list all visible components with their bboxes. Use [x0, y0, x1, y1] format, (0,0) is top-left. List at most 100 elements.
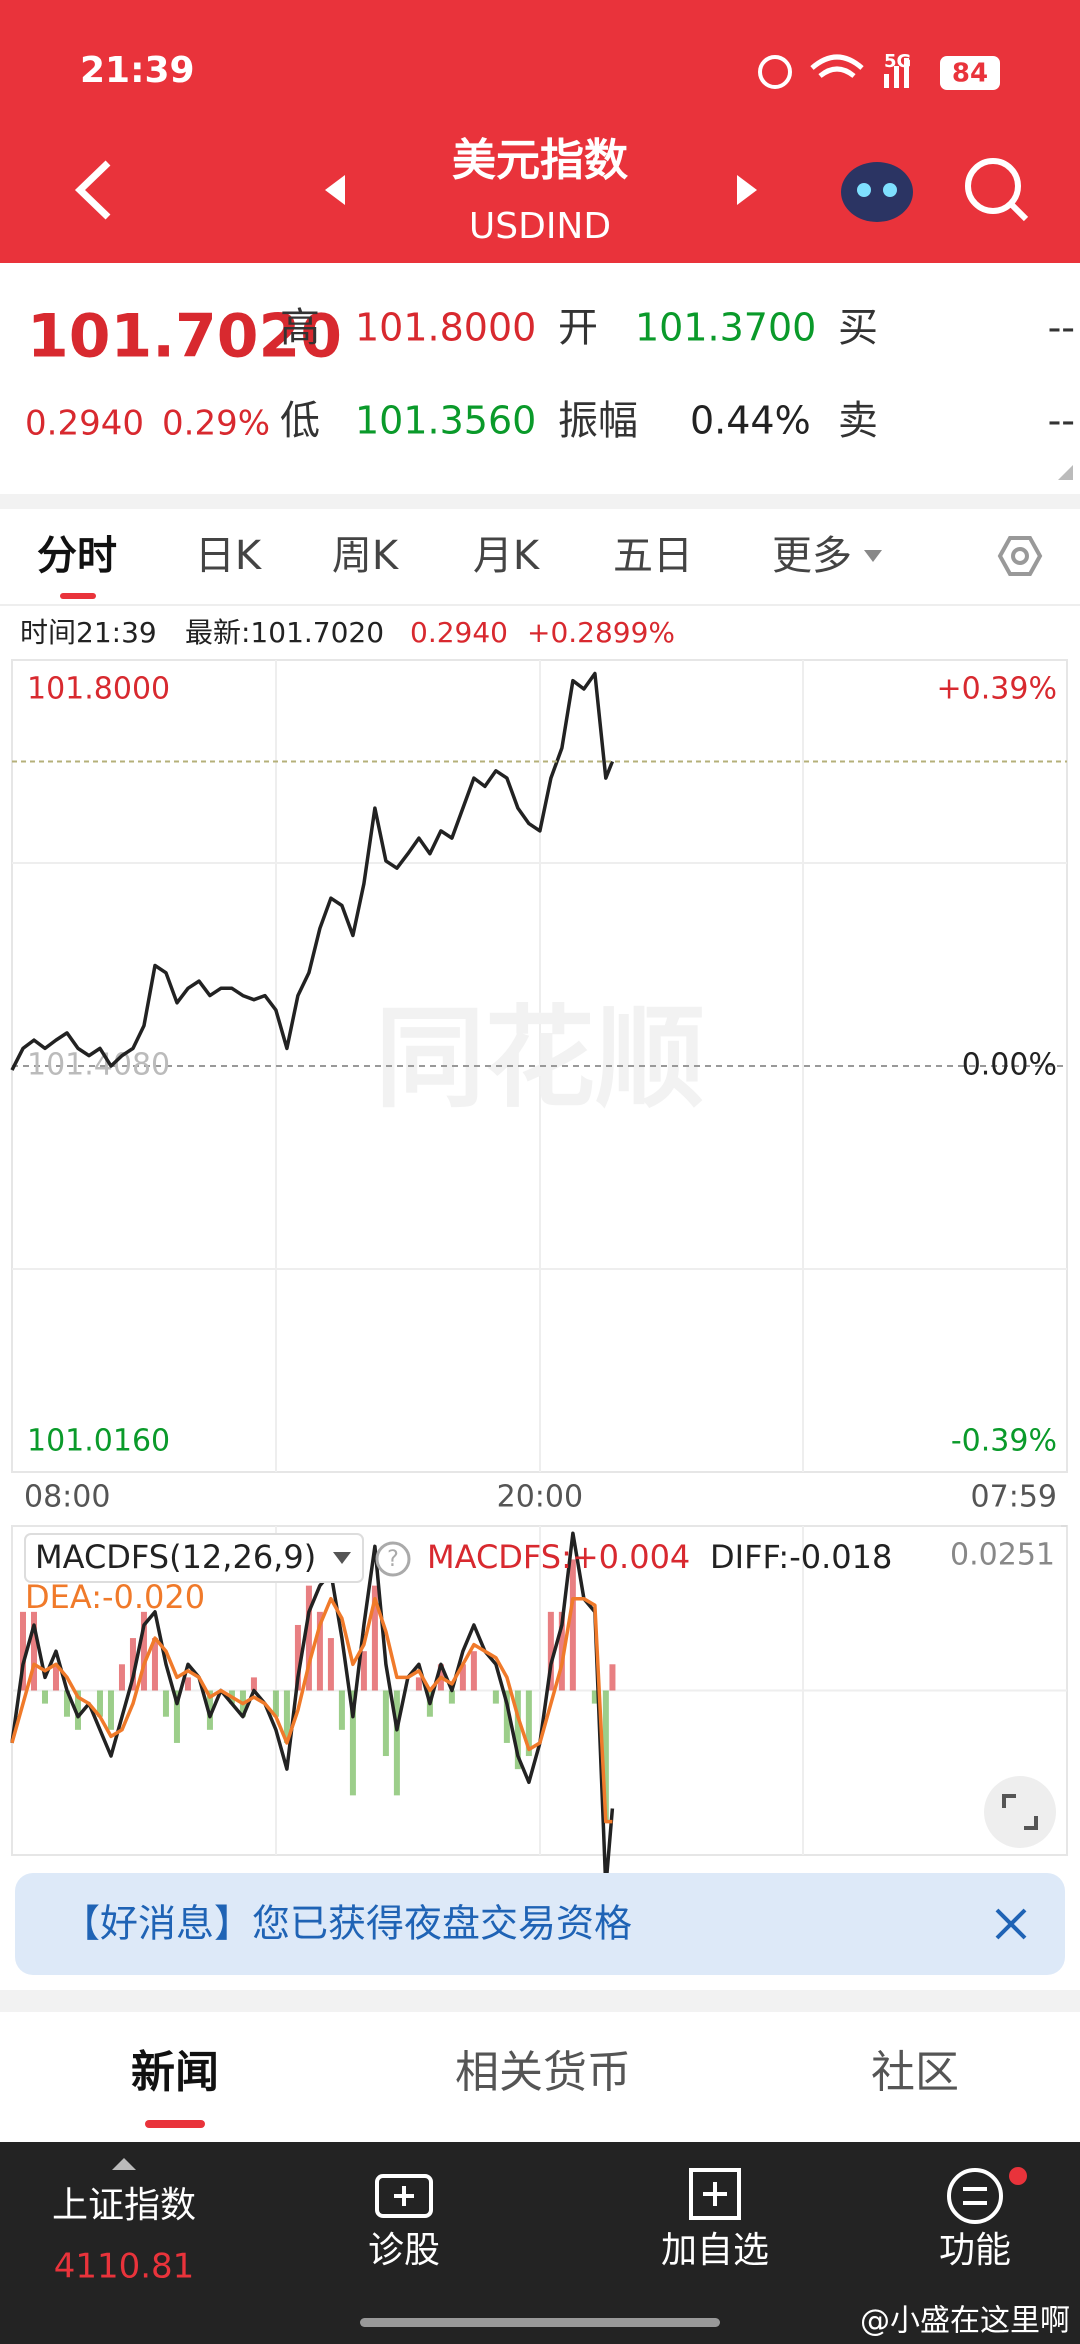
- macd-bar: [206, 1690, 213, 1730]
- macd-line: [10, 1596, 613, 1824]
- tab[interactable]: 五日: [613, 533, 693, 579]
- sell-value: --: [1048, 399, 1075, 443]
- dropdown-icon: [333, 1552, 351, 1564]
- legend-diff: DIFF:-0.018: [710, 1538, 892, 1576]
- tab[interactable]: 周K: [332, 533, 400, 579]
- open-value: 101.3700: [635, 306, 816, 350]
- signal-icon: [884, 74, 889, 88]
- robot-eye: [883, 183, 897, 197]
- y-tick-label: 101.4080: [27, 1048, 170, 1083]
- add-icon: [703, 2182, 727, 2206]
- macd-bar: [609, 1664, 616, 1691]
- macd-bar: [514, 1690, 521, 1770]
- indicator-title: MACDFS(12,26,9): [35, 1538, 316, 1576]
- expand-corner[interactable]: [1058, 465, 1073, 480]
- fullscreen-icon: [1002, 1794, 1038, 1830]
- macd-bar: [602, 1690, 609, 1822]
- help-icon[interactable]: [375, 1541, 411, 1577]
- y2-tick-label: -0.39%: [951, 1424, 1057, 1459]
- robot-eye: [857, 183, 871, 197]
- macd-bar: [591, 1690, 598, 1704]
- macd-bar: [316, 1611, 323, 1691]
- amplitude-label: 振幅: [558, 398, 638, 444]
- y2-tick-label: +0.39%: [937, 672, 1057, 707]
- macd-bar: [470, 1651, 477, 1691]
- macd-bar: [503, 1690, 510, 1743]
- search-button[interactable]: [965, 158, 1029, 222]
- info-change: 0.2940: [410, 616, 508, 649]
- x-tick-label: 08:00: [24, 1480, 110, 1515]
- last-price: 101.7020: [27, 302, 342, 372]
- nav-item[interactable]: 加自选: [661, 2230, 769, 2271]
- back-button[interactable]: [74, 160, 111, 220]
- macd-bar: [19, 1611, 26, 1691]
- search-icon: [965, 158, 1021, 214]
- macd-bar: [173, 1690, 180, 1743]
- nav-item[interactable]: 诊股: [368, 2230, 440, 2271]
- low-label: 低: [280, 398, 320, 444]
- news-tab[interactable]: 社区: [871, 2047, 959, 2098]
- macd-bar: [547, 1611, 554, 1691]
- x-tick-label: 07:59: [971, 1480, 1057, 1515]
- x-tick-label: 20:00: [497, 1480, 583, 1515]
- tab[interactable]: 日K: [195, 533, 263, 579]
- tab-active[interactable]: 分时: [37, 533, 117, 579]
- status-time: 21:39: [80, 50, 195, 91]
- legend-macd: MACDFS:+0.004: [427, 1538, 690, 1576]
- home-indicator: [360, 2318, 720, 2327]
- tab[interactable]: 更多: [772, 533, 852, 579]
- assistant-button[interactable]: [841, 162, 913, 222]
- help-glyph: ?: [387, 1547, 399, 1572]
- macd-bar: [459, 1664, 466, 1691]
- macd-bar: [569, 1559, 576, 1691]
- macd-bar: [525, 1690, 532, 1757]
- buy-label: 买: [838, 305, 878, 351]
- y-tick-label: 101.0160: [27, 1424, 170, 1459]
- macd-bar: [52, 1664, 59, 1691]
- title: 美元指数: [452, 135, 628, 186]
- tab-underline: [60, 593, 96, 599]
- alarm-icon: [758, 55, 792, 89]
- search-icon: [1008, 201, 1029, 222]
- fullscreen-button[interactable]: [984, 1776, 1056, 1848]
- buy-value: --: [1048, 306, 1075, 350]
- sell-label: 卖: [838, 398, 878, 444]
- expand-icon[interactable]: [112, 2158, 136, 2170]
- indicator-selector[interactable]: [24, 1533, 364, 1583]
- watermark: 同花顺: [375, 994, 705, 1122]
- macd-line: [10, 1531, 615, 1889]
- banner[interactable]: [15, 1873, 1065, 1975]
- battery-icon: [940, 56, 1000, 90]
- banner-close[interactable]: [995, 1908, 1027, 1940]
- tab[interactable]: 月K: [473, 533, 541, 579]
- macd-bar: [415, 1677, 422, 1691]
- next-button[interactable]: [737, 175, 757, 205]
- separator: [0, 1990, 1080, 2012]
- legend-dea: DEA:-0.020: [25, 1578, 205, 1616]
- settings-button[interactable]: [997, 536, 1043, 576]
- overlay-watermark: @小盛在这里啊: [860, 2304, 1070, 2339]
- macd-bar: [272, 1690, 279, 1717]
- notification-dot: [1009, 2167, 1027, 2185]
- news-tab[interactable]: 相关货币: [455, 2047, 631, 2098]
- battery-level: 84: [952, 59, 988, 89]
- macd-bar: [492, 1690, 499, 1704]
- macd-bar: [96, 1690, 103, 1717]
- prev-button[interactable]: [325, 175, 345, 205]
- nav-item[interactable]: 功能: [939, 2230, 1011, 2271]
- macd-bar: [74, 1690, 81, 1730]
- info-time: 时间21:39: [20, 616, 157, 649]
- macd-bar: [558, 1611, 565, 1691]
- y-tick-label: 0.0251: [950, 1538, 1055, 1573]
- macd-bar: [393, 1690, 400, 1796]
- news-tab-active[interactable]: 新闻: [131, 2047, 219, 2098]
- index-name[interactable]: 上证指数: [52, 2185, 196, 2226]
- macd-bar: [129, 1638, 136, 1691]
- change-pct: 0.29%: [162, 404, 270, 444]
- macd-bar: [151, 1638, 158, 1691]
- change: 0.2940: [25, 404, 144, 444]
- macd-bar: [107, 1690, 114, 1730]
- diagnose-icon: [394, 2186, 414, 2206]
